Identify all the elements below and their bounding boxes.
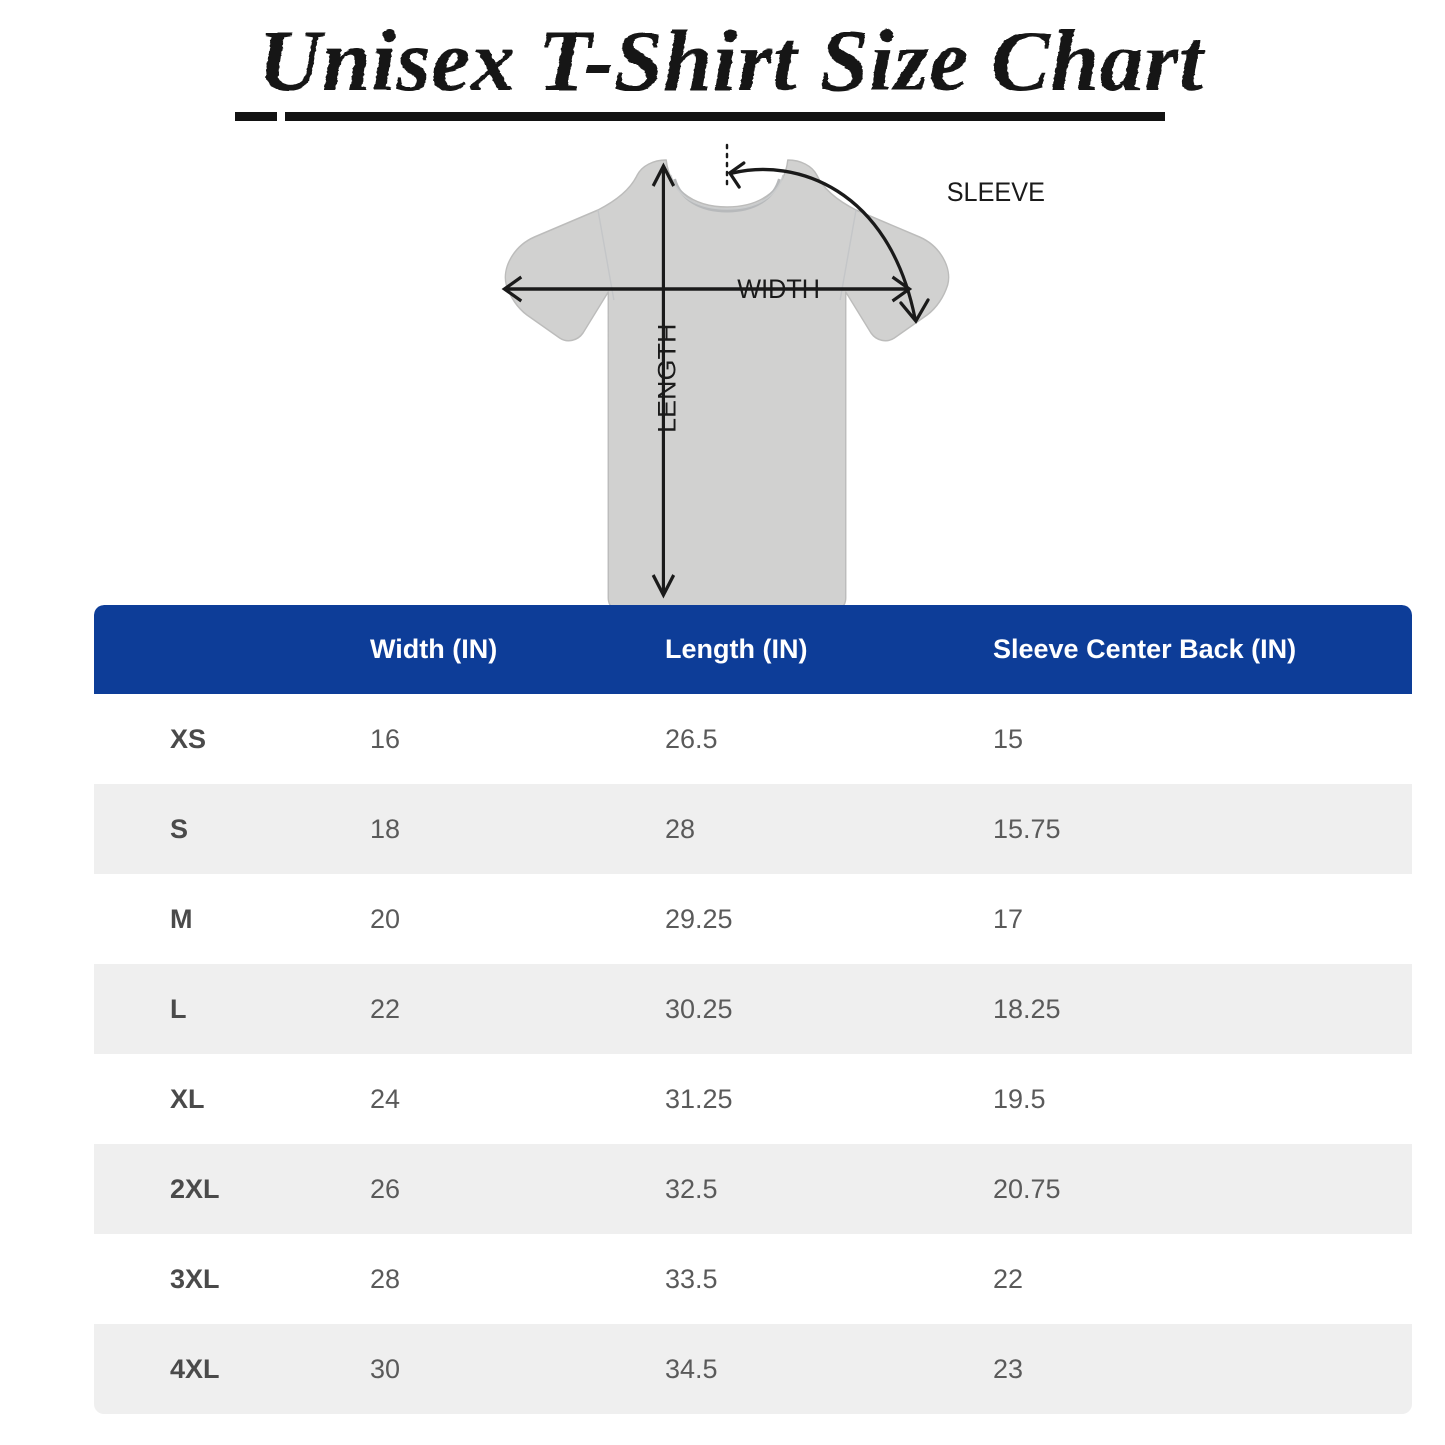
svg-text:Unisex T-Shirt Size Chart: Unisex T-Shirt Size Chart: [258, 13, 1206, 110]
svg-text:SLEEVE: SLEEVE: [947, 176, 1045, 207]
svg-text:WIDTH: WIDTH: [737, 273, 820, 304]
svg-text:LENGTH: LENGTH: [652, 324, 681, 433]
